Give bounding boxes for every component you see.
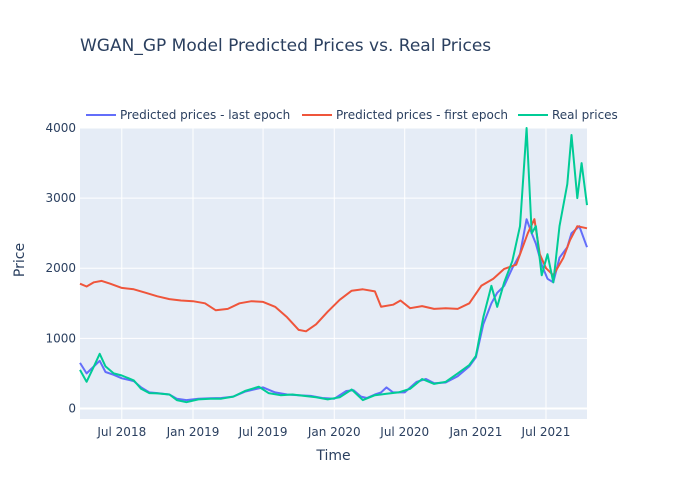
x-tick-label: Jul 2019 <box>238 425 288 439</box>
x-tick-label: Jan 2019 <box>166 425 220 439</box>
legend-item[interactable]: Predicted prices - first epoch <box>302 108 508 122</box>
x-tick-label: Jan 2021 <box>448 425 502 439</box>
y-tick-label: 4000 <box>45 121 76 135</box>
x-tick-label: Jul 2018 <box>96 425 146 439</box>
legend: Predicted prices - last epoch Predicted p… <box>86 108 618 122</box>
plot-area <box>80 128 587 419</box>
x-axis: Jul 2018 Jan 2019 Jul 2019 Jan 2020 Jul 2020… <box>96 425 570 439</box>
y-axis: 0 1000 2000 3000 4000 <box>45 121 76 415</box>
y-axis-title: Price <box>12 243 28 277</box>
series-layer <box>79 127 588 404</box>
legend-label: Real prices <box>552 108 618 122</box>
y-tick-label: 3000 <box>45 191 76 205</box>
y-tick-label: 0 <box>68 401 76 415</box>
x-tick-label: Jan 2020 <box>307 425 361 439</box>
series-line-3 <box>79 127 588 404</box>
y-tick-label: 1000 <box>45 331 76 345</box>
legend-label: Predicted prices - first epoch <box>336 108 508 122</box>
legend-item[interactable]: Predicted prices - last epoch <box>86 108 290 122</box>
x-tick-label: Jul 2020 <box>379 425 429 439</box>
x-axis-title: Time <box>315 448 350 464</box>
legend-item[interactable]: Real prices <box>518 108 618 122</box>
series-line-2 <box>79 218 588 333</box>
x-tick-label: Jul 2021 <box>521 425 571 439</box>
y-tick-label: 2000 <box>45 261 76 275</box>
legend-label: Predicted prices - last epoch <box>120 108 290 122</box>
chart-title: WGAN_GP Model Predicted Prices vs. Real … <box>80 36 491 56</box>
